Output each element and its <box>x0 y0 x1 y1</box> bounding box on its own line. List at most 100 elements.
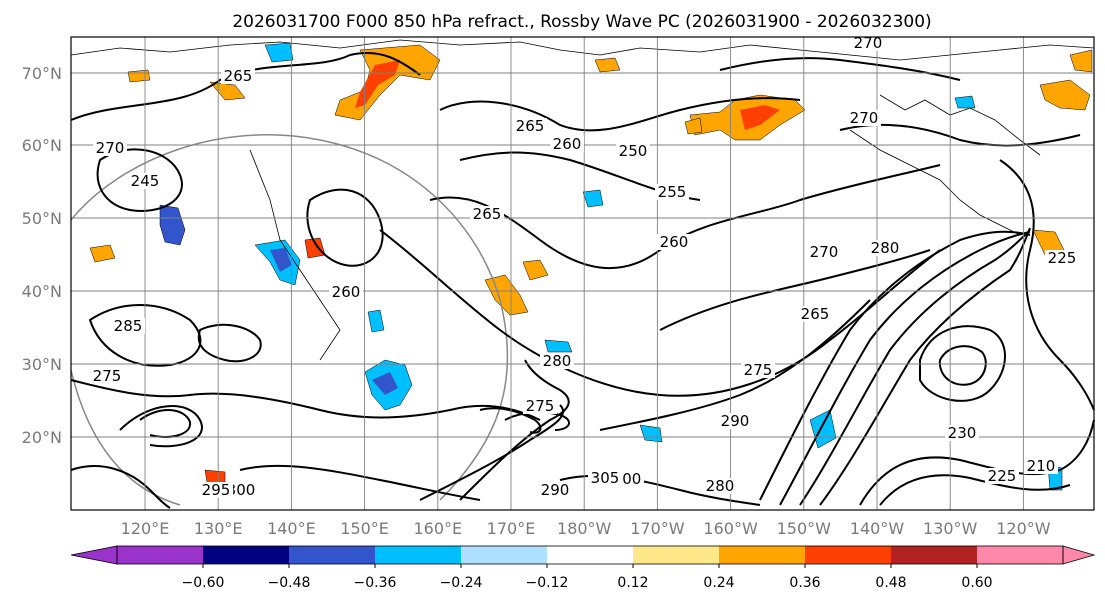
contour-label: 290 <box>721 412 750 430</box>
refractivity-contours <box>70 51 1095 509</box>
colorbar-swatch <box>891 546 978 564</box>
positive-patch <box>89 244 116 263</box>
colorbar <box>70 545 1096 565</box>
contour-label: 280 <box>706 477 735 495</box>
contour-label-bg <box>655 184 689 200</box>
colorbar-tick-label: 0.36 <box>789 575 820 591</box>
positive-patch <box>594 57 621 73</box>
contour-label-bg <box>798 306 832 322</box>
contour-label: 255 <box>658 183 687 201</box>
colorbar-tick-label: −0.12 <box>526 575 569 591</box>
contour-label: 210 <box>1027 457 1056 475</box>
longitude-tick-label: 150°W <box>777 519 832 538</box>
contour-label-bg <box>718 413 752 429</box>
contour-label: 290 <box>541 481 570 499</box>
contour-line <box>779 231 1031 506</box>
positive-patch <box>1039 79 1091 111</box>
colorbar-swatch <box>461 546 548 564</box>
colorbar-tick-label: −0.48 <box>268 575 311 591</box>
contour-label-bg <box>1024 458 1058 474</box>
contour-label-bg <box>741 362 775 378</box>
colorbar-tick-label: −0.24 <box>440 575 483 591</box>
contour-label: 270 <box>96 139 125 157</box>
negative-patch <box>954 95 976 109</box>
negative-patch-core <box>372 372 398 395</box>
contour-line <box>197 323 262 363</box>
map-background <box>71 37 1094 510</box>
positive-patch-core <box>355 60 400 108</box>
contour-label-bg <box>199 482 233 498</box>
longitude-tick-label: 140°W <box>850 519 905 538</box>
contour-line <box>759 230 1031 501</box>
negative-patch <box>639 424 663 443</box>
latitude-tick-label: 70°N <box>22 64 62 83</box>
contour-line <box>599 299 871 431</box>
latitude-tick-label: 30°N <box>22 355 62 374</box>
contour-label-bg <box>807 244 841 260</box>
negative-patch <box>264 42 294 63</box>
colorbar-swatch <box>289 546 376 564</box>
colorbar-max-extension <box>1062 545 1096 565</box>
contour-label-bg <box>847 110 881 126</box>
longitude-tick-label: 140°E <box>267 519 316 538</box>
contour-line <box>88 304 202 367</box>
longitude-tick-label: 180°W <box>557 519 612 538</box>
contour-line <box>439 97 801 132</box>
contour-label-bg <box>616 143 650 159</box>
contour-line <box>938 345 987 386</box>
contour-line <box>70 465 171 509</box>
contour-line <box>119 405 203 448</box>
contour-label-bg <box>657 234 691 250</box>
negative-patch <box>159 204 186 246</box>
contour-label: 265 <box>224 67 253 85</box>
contour-label: 285 <box>114 317 143 335</box>
coastline <box>70 39 1095 61</box>
colorbar-swatch <box>203 546 290 564</box>
positive-patch <box>127 69 151 83</box>
colorbar-swatch <box>547 546 634 564</box>
contour-line <box>659 249 931 331</box>
contour-label: 225 <box>988 467 1017 485</box>
negative-patch-core <box>270 248 292 272</box>
contour-line <box>819 227 1031 506</box>
contour-label-bg <box>945 425 979 441</box>
contour-label: 275 <box>526 397 555 415</box>
contour-label: 265 <box>473 205 502 223</box>
contour-label-bg <box>90 368 124 384</box>
latitude-tick-label: 50°N <box>22 209 62 228</box>
contour-label: 265 <box>801 305 830 323</box>
latitude-labels: 70°N 60°N 50°N 40°N 30°N 20°N <box>22 64 62 447</box>
contour-line <box>719 57 961 81</box>
latitude-tick-label: 60°N <box>22 136 62 155</box>
longitude-tick-label: 120°E <box>121 519 170 538</box>
contour-label: 260 <box>332 283 361 301</box>
contour-label: 305 <box>591 469 620 487</box>
contour-label: 270 <box>850 109 879 127</box>
longitude-tick-label: 170°W <box>630 519 685 538</box>
contour-label-bg <box>93 140 127 156</box>
longitude-tick-label: 160°W <box>703 519 758 538</box>
contour-label-bg <box>703 478 737 494</box>
contour-line <box>919 325 1006 402</box>
great-circle-arcs <box>70 134 509 506</box>
contour-label: 280 <box>871 239 900 257</box>
colorbar-tick-label: 0.24 <box>703 575 734 591</box>
colorbar-swatch <box>117 546 204 564</box>
contour-label: 280 <box>543 352 572 370</box>
contour-line <box>799 229 1031 506</box>
colorbar-swatch <box>977 546 1064 564</box>
colorbar-tick-label: 0.12 <box>617 575 648 591</box>
contour-label: 260 <box>660 233 689 251</box>
contour-line <box>70 51 421 121</box>
contour-label-bg <box>550 136 584 152</box>
contour-label-bg <box>470 206 504 222</box>
contour-label: 245 <box>131 172 160 190</box>
contour-line <box>96 148 183 212</box>
colorbar-tick-label: 0.48 <box>875 575 906 591</box>
map-plot-area: 270 265 265 260 250 255 265 245 260 270 280 265 270 2… <box>70 34 1095 511</box>
contour-line <box>999 159 1095 411</box>
positive-patch <box>522 259 549 281</box>
negative-patch <box>582 189 604 208</box>
contour-label-bg <box>538 482 572 498</box>
contour-label: 300 <box>227 481 256 499</box>
